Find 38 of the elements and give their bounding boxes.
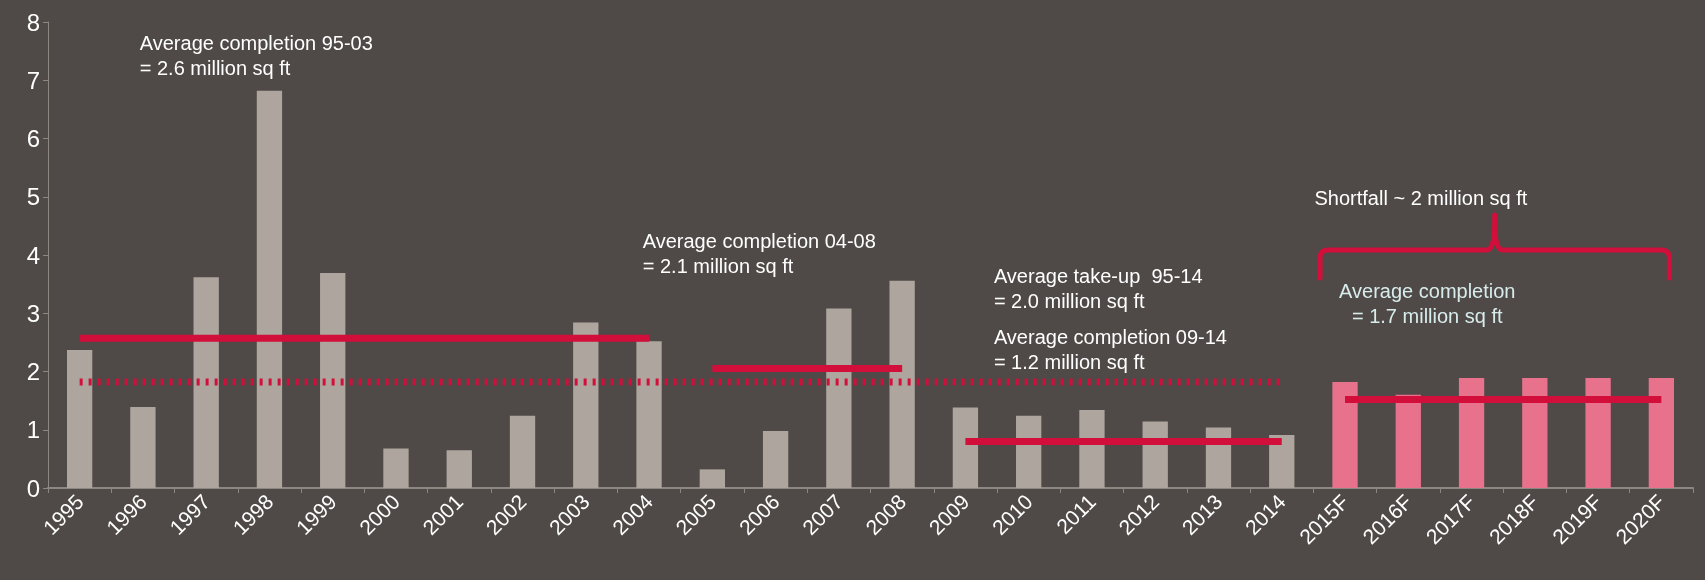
annotation: Shortfall ~ 2 million sq ft bbox=[1314, 186, 1528, 209]
y-tick-label: 6 bbox=[26, 125, 40, 152]
bar bbox=[66, 349, 93, 488]
bar bbox=[1395, 394, 1421, 488]
bar bbox=[320, 273, 346, 488]
bar bbox=[1079, 409, 1105, 488]
bar bbox=[1332, 381, 1358, 488]
y-tick-label: 7 bbox=[26, 66, 40, 94]
y-tick-label: 4 bbox=[26, 241, 40, 269]
bar bbox=[699, 469, 725, 488]
bar bbox=[1648, 377, 1675, 488]
bar bbox=[762, 430, 789, 488]
bar bbox=[1269, 434, 1295, 488]
annotation: Average completion = 1.7 million sq ft bbox=[1339, 279, 1516, 327]
bar bbox=[1585, 377, 1611, 488]
y-tick-label: 3 bbox=[26, 299, 40, 327]
bar bbox=[383, 448, 409, 488]
bar bbox=[826, 308, 852, 488]
bar bbox=[130, 407, 156, 488]
bar bbox=[952, 407, 979, 488]
annotation: Average completion 09-14 = 1.2 million sq ft bbox=[993, 326, 1227, 374]
bar bbox=[446, 450, 472, 488]
bar bbox=[889, 280, 915, 488]
bar bbox=[1522, 377, 1548, 488]
y-tick-label: 8 bbox=[26, 8, 40, 36]
annotation: Average take-up 95-14 = 2.0 million sq ft bbox=[993, 265, 1203, 313]
bar bbox=[573, 322, 599, 488]
y-tick-label: 2 bbox=[26, 358, 40, 385]
annotation: Average completion 95-03 = 2.6 million sq ft bbox=[139, 32, 373, 80]
y-tick-label: 5 bbox=[26, 183, 40, 211]
bar bbox=[1458, 377, 1485, 488]
bar bbox=[193, 277, 219, 488]
bar bbox=[509, 415, 536, 488]
bar bbox=[256, 90, 283, 488]
bar bbox=[636, 341, 662, 488]
y-tick-label: 0 bbox=[26, 474, 40, 502]
y-tick-label: 1 bbox=[26, 416, 40, 444]
annotation: Average completion 04-08 = 2.1 million sq ft bbox=[642, 230, 876, 278]
